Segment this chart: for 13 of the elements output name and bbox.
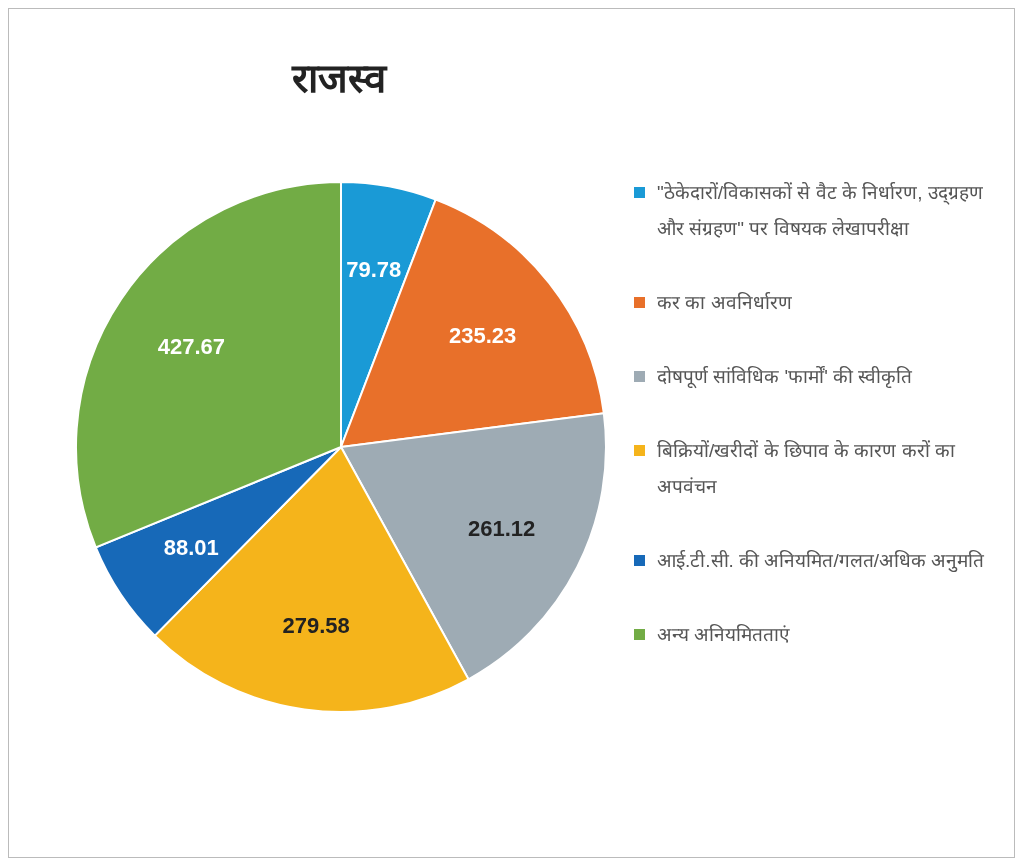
data-label: 279.58: [282, 612, 350, 638]
data-label: 235.23: [449, 323, 517, 349]
data-label: 427.67: [157, 334, 226, 360]
legend-label: दोषपूर्ण सांविधिक 'फार्मों' की स्वीकृति: [657, 365, 913, 390]
legend-label: बिक्रियों/खरीदों के छिपाव के कारण करों का अपवंचन: [657, 439, 956, 499]
chart-title: राजस्व: [290, 55, 389, 102]
legend-label: कर का अवनिर्धारण: [657, 291, 792, 315]
legend-label: "ठेकेदारों/विकासकों से वैट के निर्धारण, उद्ग्रहण और संग्रहण" पर विषयक लेखापरीक्षा: [657, 181, 984, 241]
data-label: 261.12: [467, 516, 536, 542]
data-label: 88.01: [163, 534, 219, 560]
data-label: 79.78: [346, 257, 402, 283]
legend-label: अन्य अनियमितताएं: [657, 623, 791, 647]
legend-label: आई.टी.सी. की अनियमित/गलत/अधिक अनुमति: [657, 549, 985, 574]
